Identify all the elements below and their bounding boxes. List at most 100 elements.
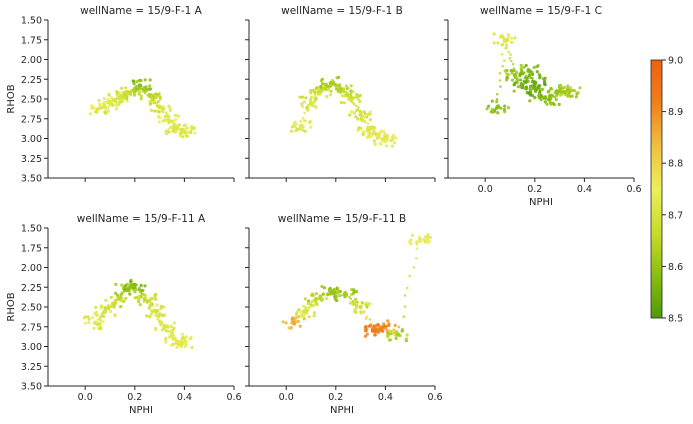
scatter-point xyxy=(309,125,313,129)
y-tick-label: 2.00 xyxy=(21,55,42,66)
scatter-point xyxy=(107,104,111,108)
scatter-point xyxy=(562,90,566,93)
scatter-point xyxy=(358,112,363,118)
scatter-point xyxy=(129,93,133,97)
scatter-point xyxy=(373,142,377,146)
scatter-point xyxy=(129,283,133,287)
scatter-point xyxy=(322,292,325,296)
scatter-point xyxy=(371,327,375,331)
scatter-point xyxy=(538,87,541,90)
scatter-point xyxy=(299,310,303,314)
scatter-point xyxy=(124,86,128,90)
scatter-point xyxy=(352,302,356,306)
scatter-point xyxy=(403,294,407,297)
scatter-point xyxy=(295,310,299,314)
scatter-point xyxy=(153,101,156,104)
scatter-point xyxy=(524,74,528,78)
scatter-point xyxy=(393,141,397,145)
colorbar-tick-label: 8.6 xyxy=(668,262,683,273)
scatter-point xyxy=(171,334,175,338)
scatter-point xyxy=(384,140,388,143)
scatter-point xyxy=(409,242,413,246)
scatter-point xyxy=(355,108,359,112)
scatter-point xyxy=(384,144,389,148)
scatter-point xyxy=(88,112,92,116)
scatter-point xyxy=(515,70,519,75)
scatter-point xyxy=(544,95,548,99)
scatter-point xyxy=(157,120,161,124)
scatter-point xyxy=(179,344,183,348)
scatter-point xyxy=(534,81,538,84)
scatter-point xyxy=(135,85,138,88)
scatter-point xyxy=(513,76,517,80)
scatter-point xyxy=(106,307,109,311)
scatter-point xyxy=(148,78,152,82)
panel-title: wellName = 15/9-F-1 A xyxy=(80,5,203,17)
scatter-point xyxy=(318,90,321,94)
scatter-point xyxy=(155,105,159,108)
scatter-point xyxy=(83,321,87,325)
scatter-point xyxy=(328,84,332,87)
scatter-point xyxy=(334,87,338,91)
scatter-point xyxy=(281,320,285,324)
panel-title: wellName = 15/9-F-1 B xyxy=(281,5,403,17)
scatter-point xyxy=(185,126,189,130)
scatter-point xyxy=(167,130,171,134)
scatter-point xyxy=(558,93,563,97)
scatter-point xyxy=(146,93,149,97)
scatter-point xyxy=(306,309,310,312)
scatter-point xyxy=(348,295,351,299)
scatter-point xyxy=(387,328,390,332)
scatter-point xyxy=(143,78,147,82)
x-tick-label: 0.0 xyxy=(279,392,294,403)
scatter-point xyxy=(175,125,178,128)
scatter-point xyxy=(136,87,139,90)
scatter-point xyxy=(142,300,146,304)
scatter-point xyxy=(303,129,307,133)
scatter-point xyxy=(287,326,291,330)
scatter-point xyxy=(137,299,141,304)
scatter-point xyxy=(193,131,197,135)
scatter-point xyxy=(312,90,317,94)
y-tick-label: 1.50 xyxy=(21,224,42,235)
scatter-point xyxy=(102,100,106,104)
x-tick-label: 0.4 xyxy=(577,184,592,195)
scatter-point xyxy=(492,32,496,36)
scatter-point xyxy=(524,76,528,80)
scatter-point xyxy=(528,89,533,93)
scatter-point xyxy=(170,343,174,347)
scatter-point xyxy=(380,137,384,140)
scatter-point xyxy=(291,320,296,325)
scatter-point xyxy=(316,91,319,94)
scatter-point xyxy=(352,101,355,105)
scatter-point xyxy=(163,114,167,118)
scatter-point xyxy=(313,300,317,304)
scatter-point xyxy=(528,73,531,76)
scatter-point xyxy=(92,326,96,330)
scatter-point xyxy=(310,300,314,304)
scatter-point xyxy=(161,313,165,318)
scatter-point xyxy=(500,53,504,56)
scatter-point xyxy=(137,297,141,301)
scatter-point xyxy=(154,327,158,331)
scatter-point xyxy=(507,34,511,39)
y-tick-label: 2.75 xyxy=(21,322,42,333)
scatter-point xyxy=(513,69,517,72)
scatter-point xyxy=(124,283,128,288)
scatter-point xyxy=(184,340,188,344)
scatter-point xyxy=(357,106,360,109)
panel-title: wellName = 15/9-F-11 B xyxy=(278,213,406,225)
scatter-point xyxy=(185,130,189,134)
scatter-point xyxy=(518,78,523,82)
scatter-point xyxy=(506,73,511,77)
scatter-point xyxy=(156,317,159,321)
scatter-point xyxy=(379,129,383,133)
scatter-point xyxy=(512,73,518,78)
scatter-point xyxy=(100,313,104,317)
scatter-point xyxy=(375,328,378,331)
scatter-point xyxy=(109,99,113,103)
scatter-point xyxy=(86,315,90,319)
scatter-point xyxy=(361,312,364,315)
scatter-point xyxy=(378,327,381,330)
x-tick-label: 0.4 xyxy=(378,392,393,403)
